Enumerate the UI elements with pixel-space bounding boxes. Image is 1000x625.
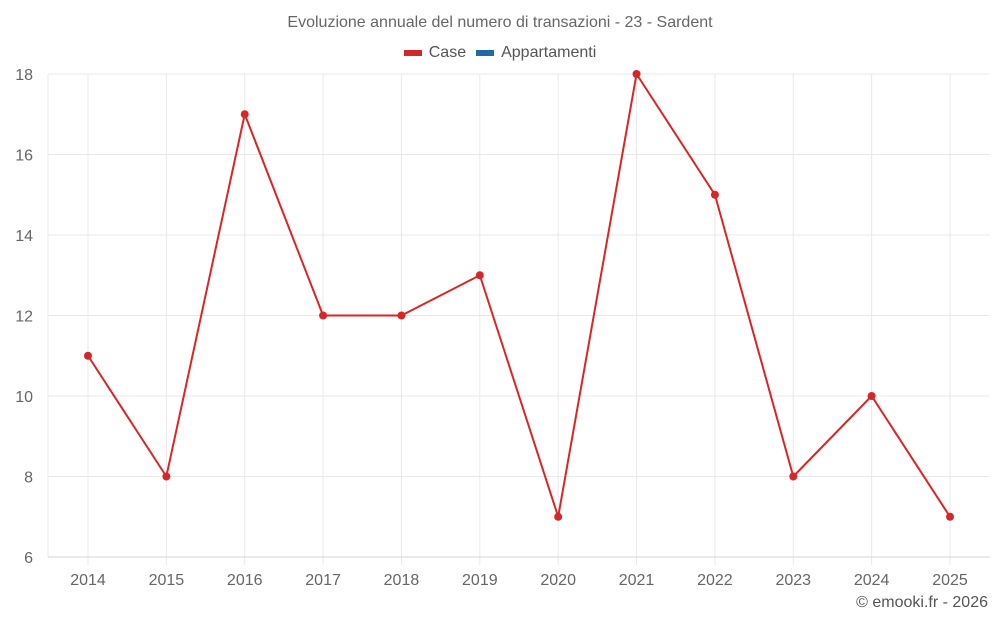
data-point[interactable]	[554, 512, 563, 521]
x-tick-label: 2020	[540, 572, 576, 589]
data-point[interactable]	[162, 472, 171, 481]
x-tick-label: 2014	[70, 572, 106, 589]
y-tick-label: 8	[24, 470, 33, 487]
data-point[interactable]	[710, 190, 719, 199]
data-point[interactable]	[789, 472, 798, 481]
axes: 6 8 10 12 14 16 18 2014 2015 2016 2017 2018 2019 2020…	[15, 67, 990, 589]
data-point[interactable]	[946, 512, 954, 521]
data-point[interactable]	[397, 311, 406, 320]
data-point[interactable]	[632, 70, 641, 78]
data-point[interactable]	[84, 351, 92, 360]
x-tick-label: 2022	[697, 572, 733, 589]
chart-title: Evoluzione annuale del numero di transaz…	[287, 14, 713, 31]
x-tick-label: 2016	[227, 572, 263, 589]
credit-text: © emooki.fr - 2026	[856, 594, 988, 611]
y-tick-label: 6	[24, 550, 33, 567]
y-tick-label: 18	[15, 67, 33, 84]
legend-label-appartamenti: Appartamenti	[501, 44, 597, 61]
series-case	[84, 70, 954, 521]
x-tick-label: 2015	[149, 572, 185, 589]
chart-legend: Case Appartamenti	[0, 44, 1000, 62]
x-tick-label: 2023	[775, 572, 811, 589]
x-tick-label: 2024	[854, 572, 890, 589]
legend-swatch-appartamenti	[476, 50, 495, 56]
legend-swatch-case	[403, 50, 422, 56]
y-tick-label: 16	[15, 148, 33, 165]
data-point[interactable]	[319, 311, 328, 320]
y-tick-label: 10	[15, 389, 33, 406]
y-tick-label: 12	[15, 309, 33, 326]
data-point[interactable]	[867, 392, 876, 400]
x-tick-label: 2018	[384, 572, 420, 589]
legend-item-appartamenti[interactable]: Appartamenti	[476, 44, 596, 62]
grid-lines	[47, 73, 990, 565]
data-point[interactable]	[475, 271, 484, 280]
data-point[interactable]	[240, 110, 249, 119]
legend-label-case: Case	[428, 44, 467, 61]
x-tick-label: 2021	[619, 572, 655, 589]
x-tick-label: 2025	[932, 572, 968, 589]
y-tick-label: 14	[15, 228, 33, 245]
x-tick-label: 2017	[305, 572, 341, 589]
x-tick-label: 2019	[462, 572, 498, 589]
legend-item-case[interactable]: Case	[403, 44, 467, 62]
